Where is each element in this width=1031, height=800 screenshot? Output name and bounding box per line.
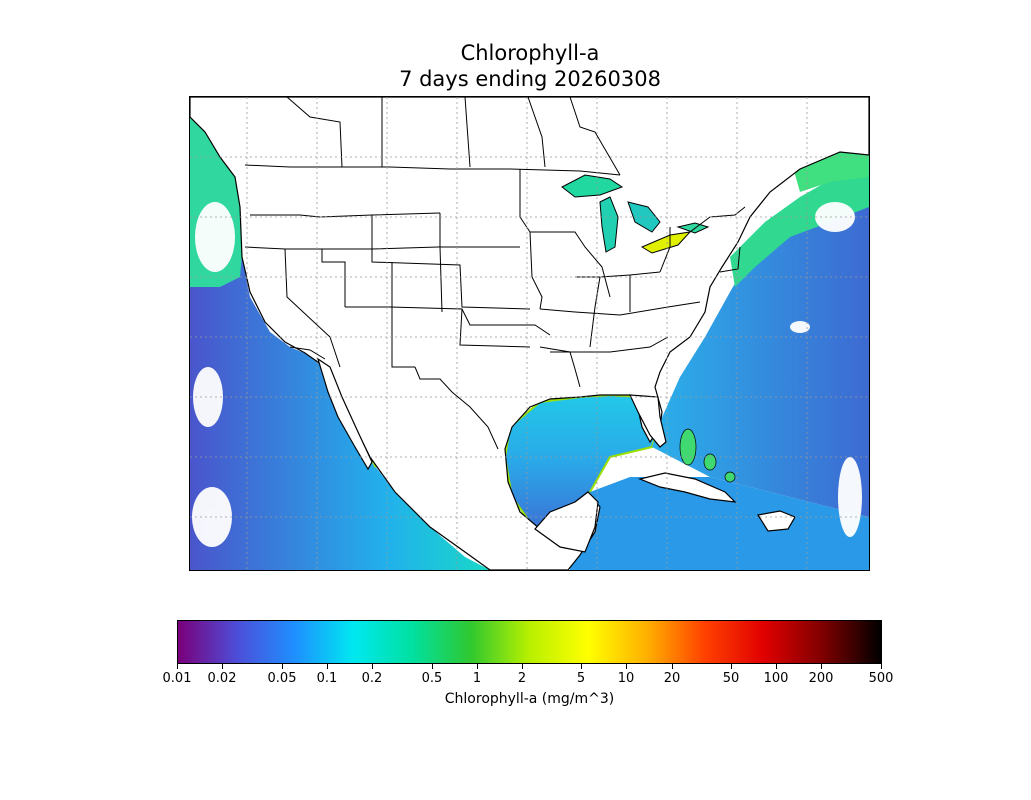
colorbar-tick: [672, 664, 673, 669]
colorbar-label: Chlorophyll-a (mg/m^3): [444, 691, 615, 707]
colorbar-tick-label: 100: [763, 671, 789, 686]
colorbar-tick-label: 200: [808, 671, 834, 686]
atlantic-ocean: [652, 197, 869, 517]
colorbar-tick: [821, 664, 822, 669]
map-canvas: [190, 97, 869, 570]
chlorophyll-map: [189, 96, 870, 571]
colorbar-tick-label: 5: [576, 671, 586, 686]
colorbar-tick-label: 20: [663, 671, 681, 686]
colorbar-tick: [776, 664, 777, 669]
map-gridlines: [190, 97, 869, 570]
colorbar-tick: [327, 664, 328, 669]
florida-peninsula: [629, 394, 667, 448]
colorbar-tick: [626, 664, 627, 669]
great-lakes: [561, 174, 710, 254]
yucatan-peninsula: [534, 491, 599, 553]
colorbar: [177, 620, 882, 664]
colorbar-tick-label: 0.01: [162, 671, 192, 686]
canada-boundaries: [286, 97, 621, 176]
cuba: [638, 472, 737, 503]
colorbar-tick-label: 0.05: [267, 671, 297, 686]
colorbar-tick: [282, 664, 283, 669]
colorbar-tick-label: 0.5: [421, 671, 443, 686]
colorbar-tick: [522, 664, 523, 669]
colorbar-tick-label: 2: [517, 671, 527, 686]
colorbar-tick: [222, 664, 223, 669]
colorbar-tick: [881, 664, 882, 669]
colorbar-tick: [581, 664, 582, 669]
colorbar-tick: [432, 664, 433, 669]
colorbar-tick: [177, 664, 178, 669]
map-subtitle: 7 days ending 20260308: [399, 67, 661, 91]
colorbar-tick-label: 0.1: [316, 671, 338, 686]
state-boundaries: [244, 164, 746, 450]
colorbar-tick: [731, 664, 732, 669]
bahamas-shelf: [679, 428, 736, 483]
caribbean-sea: [562, 477, 869, 570]
hispaniola: [757, 510, 796, 532]
colorbar-tick: [477, 664, 478, 669]
baja-california: [316, 357, 373, 471]
colorbar-tick-label: 500: [868, 671, 894, 686]
colorbar-tick-label: 0.02: [207, 671, 237, 686]
colorbar-tick: [372, 664, 373, 669]
map-title: Chlorophyll-a: [460, 41, 600, 65]
north-atlantic-shelf: [730, 157, 869, 287]
pacific-ocean: [190, 157, 490, 570]
colorbar-tick-label: 1: [472, 671, 482, 686]
colorbar-tick-label: 10: [617, 671, 635, 686]
colorbar-tick-label: 50: [722, 671, 740, 686]
colorbar-tick-label: 0.2: [361, 671, 383, 686]
